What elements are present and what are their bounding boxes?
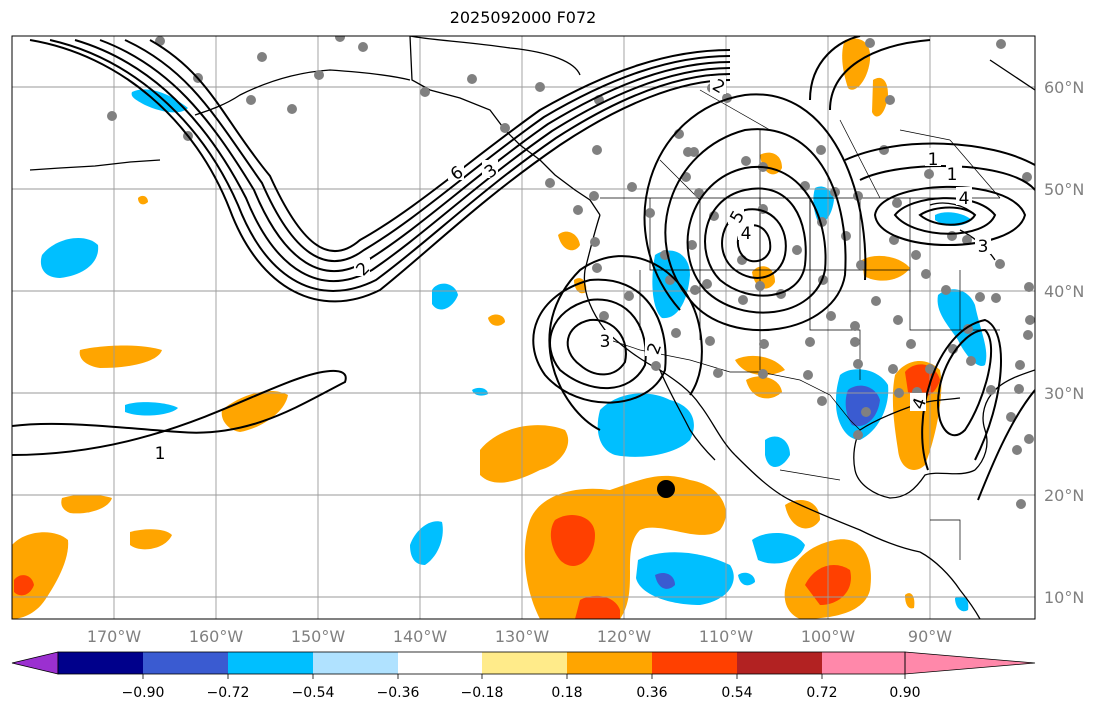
lon-tick-label: 100°W <box>801 627 856 646</box>
contour-label: 3 <box>600 332 611 352</box>
contour-label: 4 <box>959 189 970 209</box>
colorbar-tick-label: −0.90 <box>122 685 165 701</box>
colorbar-tick-label: −0.54 <box>292 685 335 701</box>
lat-tick-label: 20°N <box>1044 486 1084 505</box>
lon-tick-label: 130°W <box>495 627 550 646</box>
lon-tick-label: 170°W <box>87 627 142 646</box>
map-frame <box>11 35 1036 620</box>
lon-tick-label: 120°W <box>597 627 652 646</box>
colorbar-segment <box>652 652 737 674</box>
lat-tick-label: 10°N <box>1044 588 1084 607</box>
contour-label: 1 <box>947 165 958 185</box>
colorbar-segment <box>398 652 482 674</box>
colorbar-tick-label: 0.36 <box>636 685 667 701</box>
station-dots <box>107 36 1035 509</box>
colorbar-tick-label: 0.54 <box>721 685 752 701</box>
colorbar-segment <box>228 652 313 674</box>
lon-tick-label: 150°W <box>291 627 346 646</box>
colorbar-segment <box>482 652 567 674</box>
lat-tick-label: 40°N <box>1044 282 1084 301</box>
contour-label: 1 <box>155 444 166 464</box>
colorbar-tick-label: −0.18 <box>461 685 504 701</box>
colorbar-tick-label: 0.18 <box>551 685 582 701</box>
contour-label: 4 <box>741 224 752 244</box>
colorbar-tick-label: 0.90 <box>889 685 920 701</box>
map-background <box>12 36 1035 619</box>
contour-label: 3 <box>978 237 989 257</box>
colorbar-segment <box>567 652 652 674</box>
colorbar-segment <box>58 652 143 674</box>
map-title: 2025092000 F072 <box>449 8 597 27</box>
colorbar: −0.90 −0.72 −0.54 −0.36 −0.18 0.18 0.36 … <box>11 651 1036 701</box>
colorbar-extend-min <box>11 651 59 675</box>
lat-tick-label: 50°N <box>1044 180 1084 199</box>
contour-label: 1 <box>928 150 939 170</box>
longitude-labels: 170°W 160°W 150°W 140°W 130°W 120°W 110°… <box>87 627 952 646</box>
colorbar-extend-max <box>904 651 1036 675</box>
colorbar-segment <box>313 652 398 674</box>
colorbar-tick-label: 0.72 <box>806 685 837 701</box>
colorbar-segment <box>822 652 905 674</box>
colorbar-segment <box>143 652 228 674</box>
lat-tick-label: 30°N <box>1044 384 1084 403</box>
contour-labels: 1 2 3 4 5 6 1 2 3 4 1 2 3 4 <box>150 75 991 464</box>
lon-tick-label: 110°W <box>699 627 754 646</box>
storm-center-marker <box>657 480 675 498</box>
colorbar-tick-label: −0.36 <box>377 685 420 701</box>
graticule <box>12 36 1035 619</box>
lat-tick-label: 60°N <box>1044 78 1084 97</box>
latitude-labels: 10°N 20°N 30°N 40°N 50°N 60°N <box>1044 78 1084 607</box>
colorbar-tick-label: −0.72 <box>207 685 250 701</box>
lon-tick-label: 160°W <box>189 627 244 646</box>
lon-tick-label: 90°W <box>908 627 952 646</box>
lon-tick-label: 140°W <box>393 627 448 646</box>
colorbar-segment <box>737 652 822 674</box>
